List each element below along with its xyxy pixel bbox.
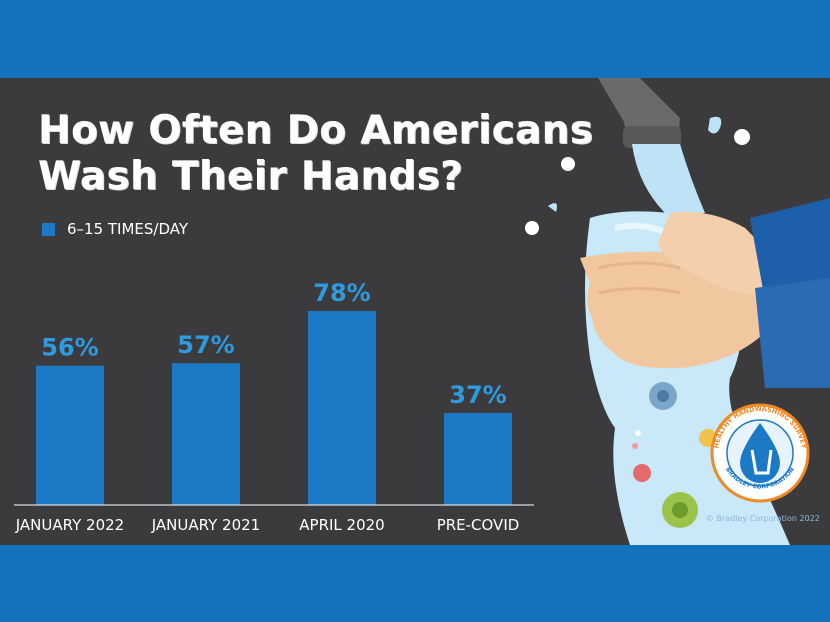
- hands-icon: [580, 198, 830, 388]
- infographic-panel: How Often Do Americans Wash Their Hands?…: [0, 78, 830, 545]
- bar-4: [444, 412, 512, 505]
- bar-3: [308, 311, 376, 505]
- legend-label: 6–15 TIMES/DAY: [67, 220, 189, 238]
- data-label-4: 37%: [449, 381, 506, 409]
- handwashing-illustration: HEALTHY HANDWASHING SURVEY BRADLEY CORPO…: [525, 78, 830, 545]
- bottom-band: [0, 545, 830, 622]
- chart-title: How Often Do Americans Wash Their Hands?: [38, 108, 598, 200]
- legend-swatch: [42, 222, 55, 236]
- faucet-icon: [598, 78, 681, 148]
- data-label-2: 57%: [177, 331, 234, 359]
- data-label-3: 78%: [313, 279, 370, 307]
- x-tick-label-3: APRIL 2020: [299, 516, 384, 534]
- legend: 6–15 TIMES/DAY: [42, 220, 188, 238]
- x-tick-label-4: PRE-COVID: [437, 516, 520, 534]
- x-tick-label-2: JANUARY 2021: [151, 516, 260, 534]
- top-band: [0, 0, 830, 78]
- title-line-2: Wash Their Hands?: [38, 154, 464, 199]
- survey-badge: HEALTHY HANDWASHING SURVEY BRADLEY CORPO…: [710, 403, 810, 503]
- germ-icons: [632, 382, 717, 528]
- bar-1: [36, 365, 104, 505]
- title-line-1: How Often Do Americans: [38, 108, 594, 153]
- x-tick-label-1: JANUARY 2022: [15, 516, 124, 534]
- data-label-1: 56%: [41, 334, 98, 362]
- bar-chart: 56% JANUARY 2022 57% JANUARY 2021 78% APRIL 2…: [14, 279, 534, 534]
- copyright: © Bradley Corporation 2022: [706, 514, 820, 523]
- bar-2: [172, 363, 240, 505]
